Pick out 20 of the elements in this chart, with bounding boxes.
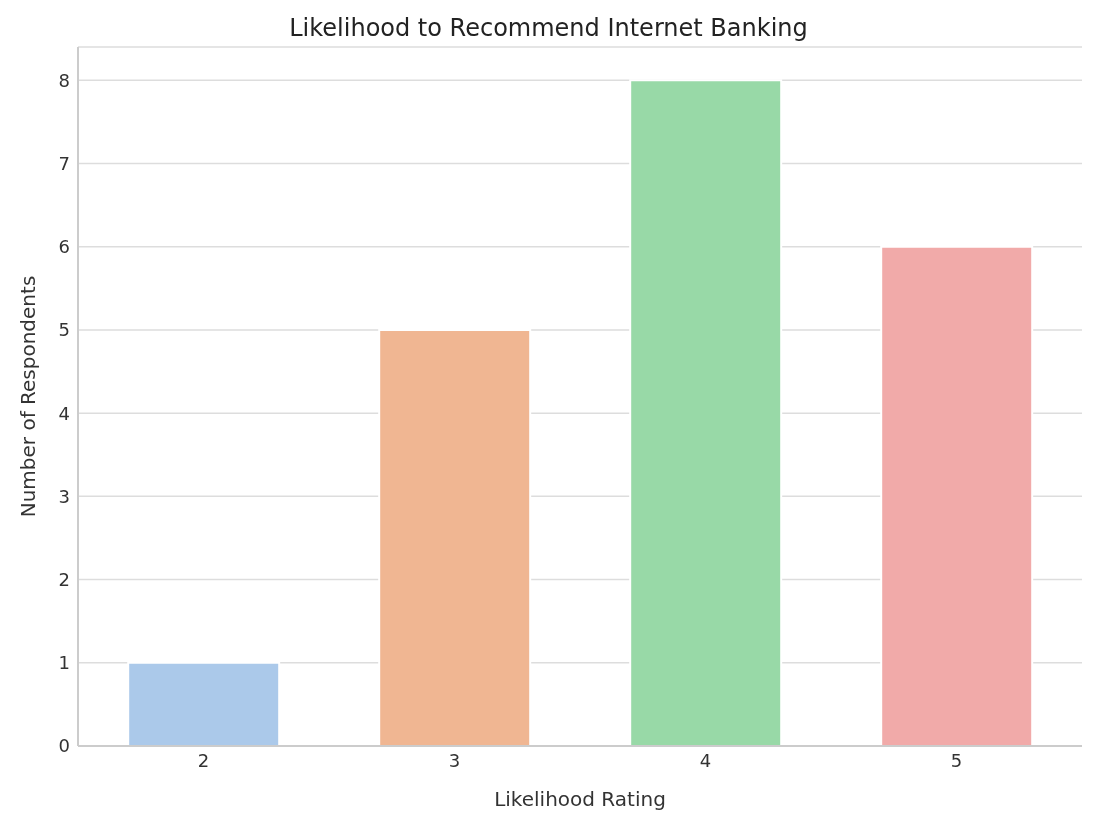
bar bbox=[629, 79, 783, 746]
bar bbox=[127, 661, 281, 746]
y-tick-label: 6 bbox=[58, 236, 70, 258]
x-tick-label: 3 bbox=[448, 749, 461, 771]
y-tick-label: 7 bbox=[58, 152, 70, 174]
x-axis-title: Likelihood Rating bbox=[494, 787, 666, 811]
y-tick-label: 8 bbox=[58, 69, 70, 91]
x-tick-label: 5 bbox=[950, 749, 963, 771]
x-tick-label: 4 bbox=[699, 749, 712, 771]
y-tick-label: 0 bbox=[58, 735, 70, 757]
bar bbox=[880, 245, 1034, 746]
y-tick-label: 2 bbox=[58, 568, 70, 590]
y-axis-title: Number of Respondents bbox=[16, 275, 41, 518]
y-tick-label: 1 bbox=[58, 652, 70, 674]
bar bbox=[378, 328, 532, 746]
x-tick-label: 2 bbox=[197, 749, 210, 771]
chart-title: Likelihood to Recommend Internet Banking bbox=[288, 13, 809, 44]
y-tick-label: 5 bbox=[58, 319, 70, 341]
y-tick-label: 3 bbox=[58, 485, 70, 507]
y-tick-label: 4 bbox=[58, 402, 70, 424]
